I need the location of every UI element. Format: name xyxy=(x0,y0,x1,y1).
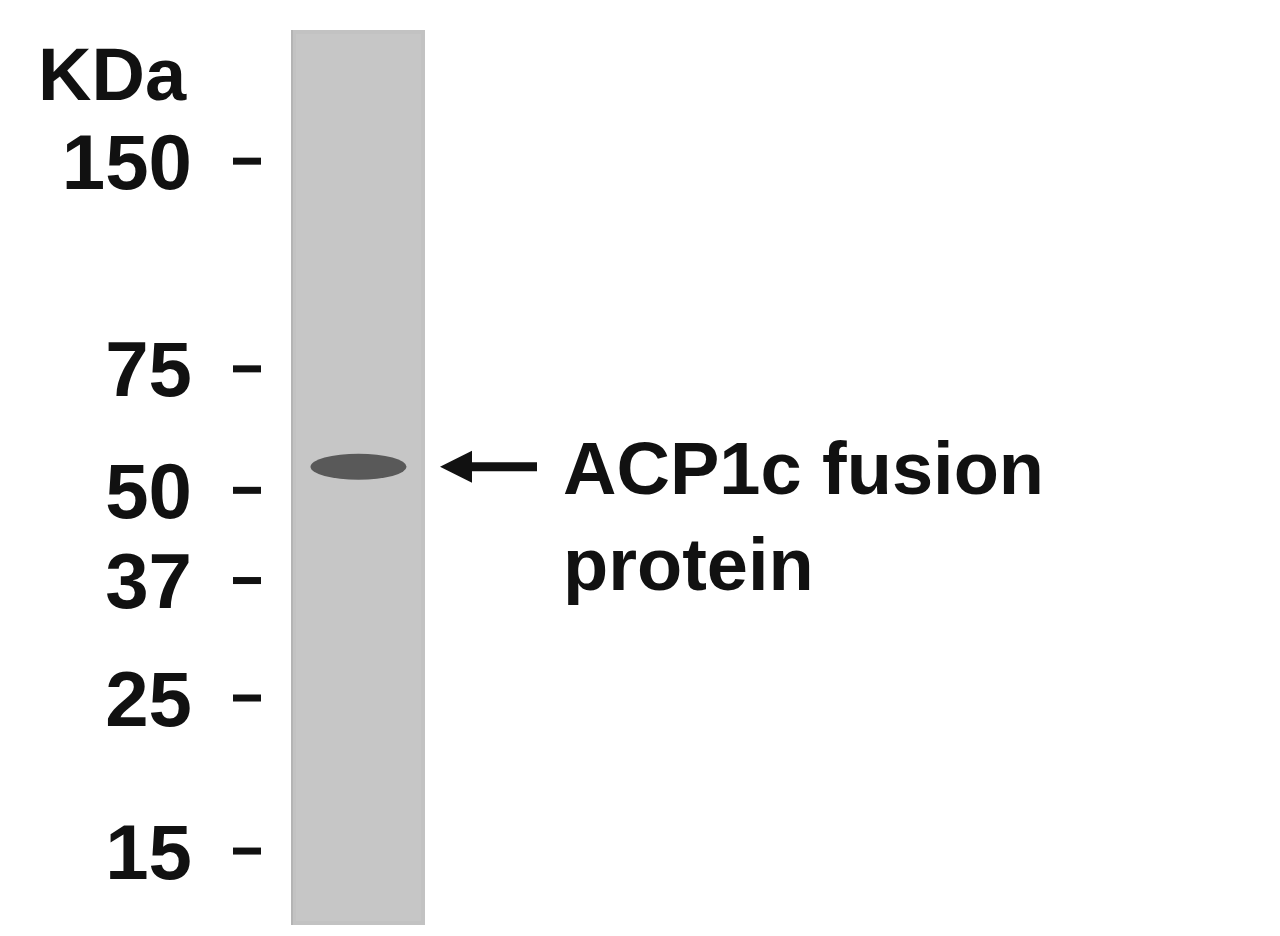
tick-mark xyxy=(233,158,261,165)
tick-mark xyxy=(233,365,261,372)
chart: KDa 15 25 3750 75 150 ACP1c fusion protein xyxy=(0,0,1280,936)
tick-mark xyxy=(233,848,261,855)
arrow-shaft xyxy=(462,462,537,471)
lane-inner xyxy=(296,34,421,921)
tick-label: 25 xyxy=(105,655,192,743)
tick-label: 37 xyxy=(105,537,192,625)
band xyxy=(311,454,407,480)
tick-mark xyxy=(233,695,261,702)
annotation: ACP1c fusion xyxy=(563,427,1044,510)
annotation: protein xyxy=(563,523,814,606)
tick-label: 75 xyxy=(105,325,192,413)
tick-mark xyxy=(233,487,261,494)
axis-label: KDa xyxy=(38,33,187,116)
tick-mark xyxy=(233,577,261,584)
axis-line xyxy=(291,30,293,925)
tick-label: 150 xyxy=(62,118,192,206)
arrow-head xyxy=(440,451,472,483)
lane xyxy=(292,30,425,925)
tick-label: 15 xyxy=(105,808,192,896)
tick-label: 50 xyxy=(105,447,192,535)
